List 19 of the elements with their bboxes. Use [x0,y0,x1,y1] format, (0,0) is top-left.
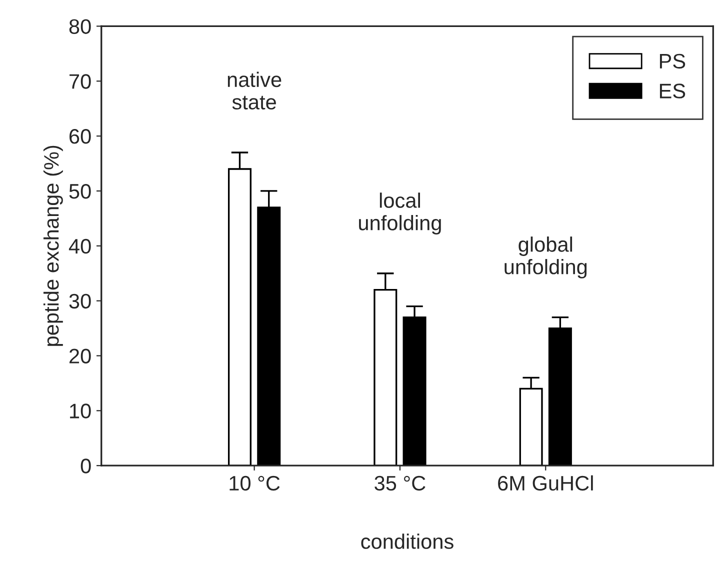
legend-label: ES [660,84,686,98]
y-tick-label: 0 [80,458,91,474]
y-tick-label: 60 [70,129,91,144]
legend-label: PS [660,54,686,69]
y-tick-label: 40 [68,238,91,254]
annotation: local unfolding [359,192,441,234]
annotation: global unfolding [504,236,587,278]
x-axis-title: conditions [361,534,454,549]
y-tick-label: 70 [70,74,91,89]
x-tick-label: 10 °C [230,476,280,491]
y-tick-label: 50 [69,184,91,199]
y-tick-label: 30 [69,294,91,309]
y-axis-title: peptide exchange (%) [43,146,63,346]
y-tick-label: 80 [69,19,91,34]
x-tick-label: 6M GuHCl [498,475,593,491]
y-tick-label: 20 [70,348,91,364]
annotation: native state [228,72,282,110]
y-tick-label: 10 [70,404,91,418]
x-tick-label: 35 °C [374,476,426,491]
